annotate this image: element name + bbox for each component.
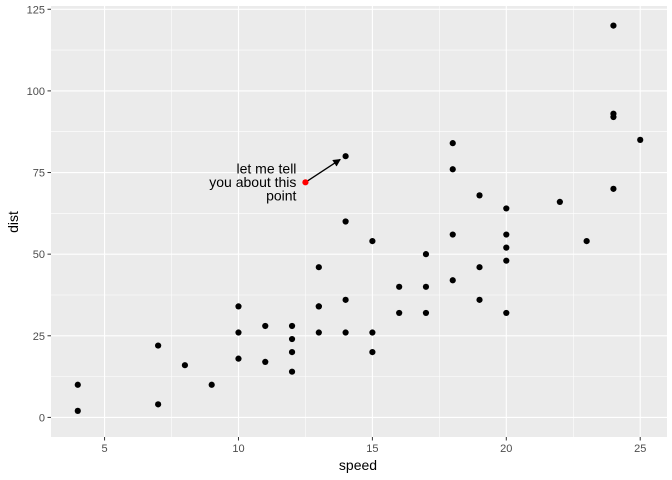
y-tick-label: 25 xyxy=(33,331,45,343)
data-point xyxy=(396,283,403,290)
data-point xyxy=(503,244,510,251)
data-point xyxy=(288,349,296,356)
data-point xyxy=(342,329,349,336)
annotation-arrow xyxy=(305,158,341,183)
data-point xyxy=(476,192,483,199)
data-point xyxy=(449,140,456,147)
data-point xyxy=(74,381,81,388)
data-point xyxy=(235,329,242,336)
data-point xyxy=(342,296,349,303)
data-point xyxy=(422,309,430,317)
y-tick-label: 100 xyxy=(27,86,45,98)
y-axis-title: dist xyxy=(5,211,21,233)
y-tick-label: 75 xyxy=(33,168,45,180)
data-point xyxy=(288,322,296,330)
data-point xyxy=(181,362,189,369)
x-tick-label: 15 xyxy=(366,443,378,455)
data-point xyxy=(583,237,590,245)
data-point xyxy=(449,277,456,284)
data-point xyxy=(235,303,242,310)
data-point xyxy=(449,231,456,238)
data-point xyxy=(342,218,349,225)
x-tick-label: 10 xyxy=(232,443,244,455)
data-point xyxy=(342,153,349,160)
data-point xyxy=(503,205,510,212)
data-point xyxy=(369,329,376,336)
data-point xyxy=(556,198,563,206)
minor-gridlines xyxy=(51,6,667,437)
annotation-text-line: you about this xyxy=(209,174,296,190)
major-gridlines xyxy=(51,6,667,437)
data-point xyxy=(369,349,376,356)
data-point xyxy=(449,166,456,173)
data-point xyxy=(315,264,322,271)
data-point xyxy=(503,309,510,317)
annotation-text-line: let me tell xyxy=(237,160,297,176)
highlighted-point xyxy=(302,179,309,186)
data-point xyxy=(610,110,617,117)
data-point xyxy=(155,401,162,408)
y-tick-label: 0 xyxy=(39,412,45,424)
data-point xyxy=(235,355,242,362)
data-point xyxy=(503,257,510,264)
data-point xyxy=(396,309,403,317)
y-tick-label: 125 xyxy=(27,4,45,16)
data-point xyxy=(155,342,162,349)
x-axis-ticks: 5 10 15 20 25 xyxy=(102,437,646,455)
data-point xyxy=(369,237,376,245)
data-points xyxy=(74,22,644,414)
data-point xyxy=(74,407,81,414)
data-point xyxy=(610,22,617,29)
data-point xyxy=(288,368,296,375)
plot-panel xyxy=(51,6,667,437)
x-tick-label: 20 xyxy=(500,443,512,455)
data-point xyxy=(503,231,510,238)
data-point xyxy=(422,251,430,258)
data-point xyxy=(422,283,430,290)
annotation-text-line: point xyxy=(266,187,296,203)
data-point xyxy=(208,381,215,388)
data-point xyxy=(288,335,296,343)
x-tick-label: 25 xyxy=(634,443,646,455)
y-axis-ticks: 0 25 50 75 100 125 xyxy=(27,4,51,424)
y-tick-label: 50 xyxy=(33,249,45,261)
x-axis-title: speed xyxy=(339,457,377,473)
data-point xyxy=(262,358,269,366)
data-point xyxy=(315,329,322,336)
x-tick-label: 5 xyxy=(102,443,108,455)
data-point xyxy=(637,136,644,143)
data-point xyxy=(610,185,617,192)
data-point xyxy=(315,303,322,310)
data-point xyxy=(262,322,269,330)
data-point xyxy=(476,264,483,271)
data-point xyxy=(476,296,483,303)
